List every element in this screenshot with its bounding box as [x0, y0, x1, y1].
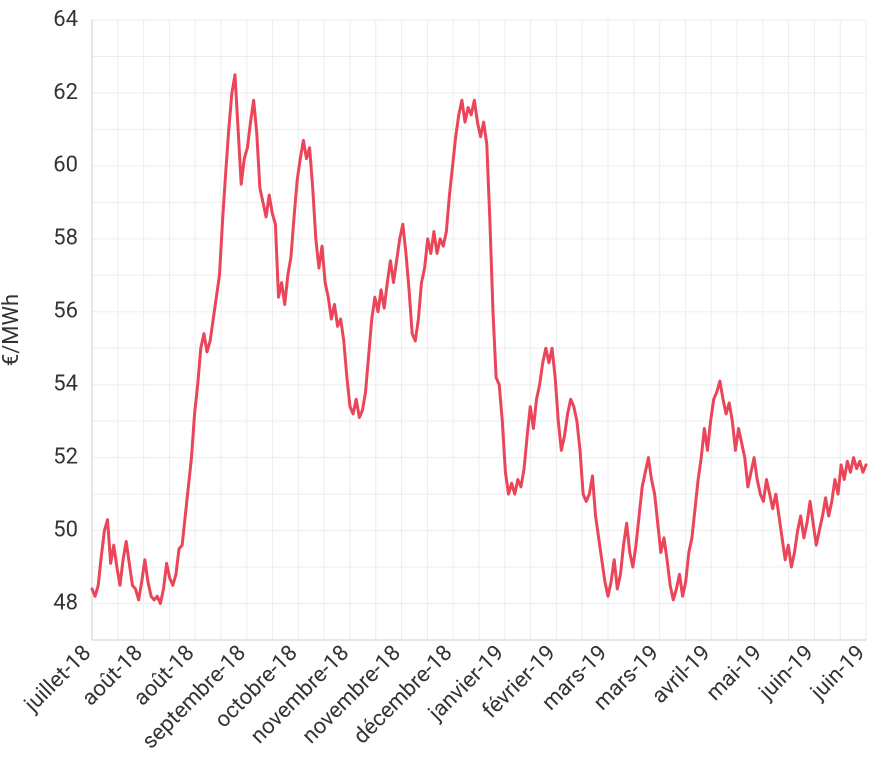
- y-tick-label: 54: [53, 372, 78, 397]
- y-axis-label: €/MWh: [0, 294, 24, 366]
- price-line-chart: 485052545658606264juillet-18août-18août-…: [0, 0, 876, 772]
- y-tick-label: 58: [53, 226, 78, 251]
- y-tick-label: 52: [53, 444, 78, 469]
- y-tick-label: 60: [53, 153, 78, 178]
- y-tick-label: 56: [53, 299, 78, 324]
- chart-svg: 485052545658606264juillet-18août-18août-…: [0, 0, 876, 772]
- y-tick-label: 64: [53, 7, 78, 32]
- y-tick-label: 50: [53, 517, 78, 542]
- y-tick-label: 62: [53, 80, 78, 105]
- y-tick-label: 48: [53, 590, 78, 615]
- y-ticks: 48 50 52 54 56 58 60 62 64: [53, 7, 78, 616]
